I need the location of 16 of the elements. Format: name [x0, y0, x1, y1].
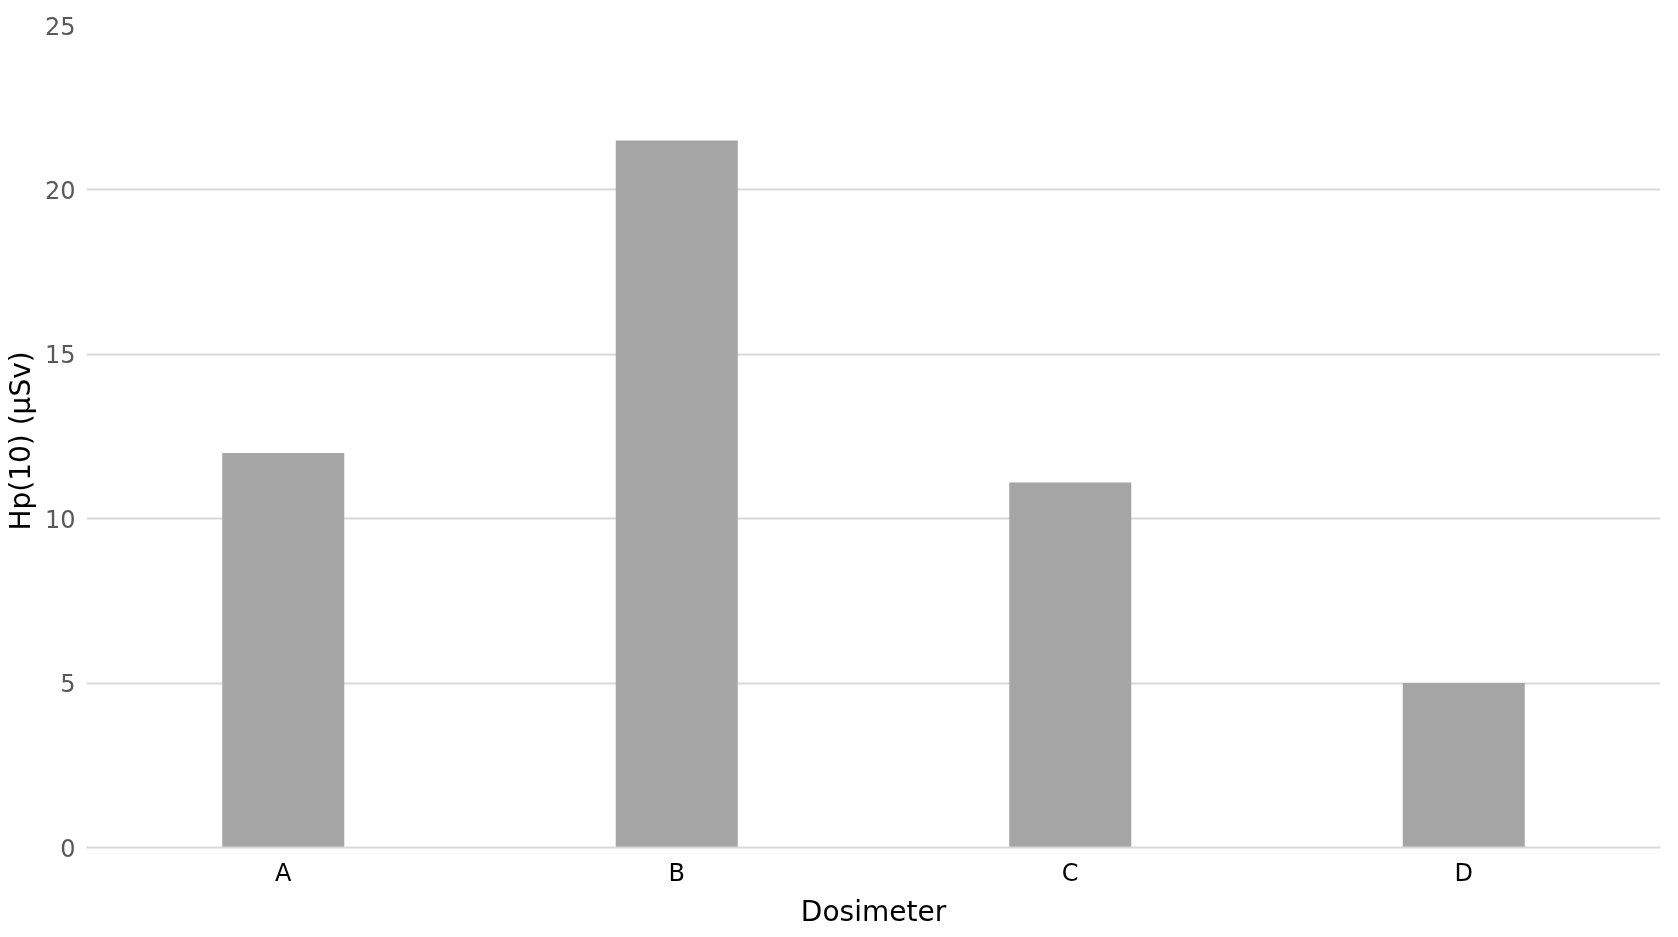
x-tick-label: C	[1061, 858, 1079, 887]
bar	[222, 452, 345, 848]
y-tick-label: 5	[60, 670, 76, 699]
bar	[1402, 683, 1525, 848]
x-tick-label: D	[1454, 858, 1473, 887]
y-tick-label: 20	[44, 176, 76, 205]
y-tick-label: 0	[60, 834, 76, 863]
x-tick-label: A	[275, 858, 293, 887]
y-tick-label: 10	[44, 505, 76, 534]
y-tick-label: 15	[44, 341, 76, 370]
bar	[1009, 482, 1132, 848]
x-tick-label: B	[668, 858, 685, 887]
x-axis-title: Dosimeter	[800, 894, 947, 928]
bar	[615, 140, 738, 848]
y-axis-title: Hp(10) (µSv)	[3, 351, 37, 531]
y-tick-label: 25	[44, 12, 76, 41]
